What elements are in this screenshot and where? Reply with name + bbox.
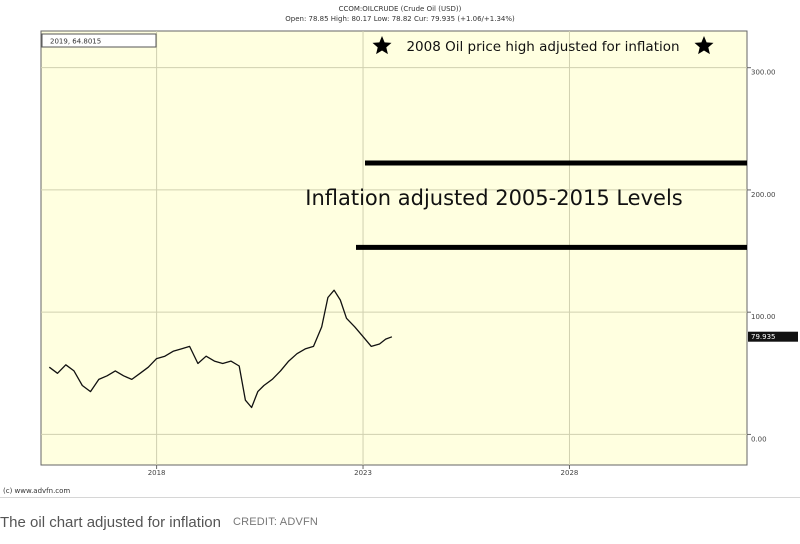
star-right-icon: [694, 36, 714, 55]
chart-figure: 300.00 200.00 100.00 0.00 2018 2023 2028 Inflat…: [0, 5, 800, 498]
x-tick-label: 2018: [148, 469, 166, 477]
caption-text: The oil chart adjusted for inflation: [0, 513, 221, 531]
y-tick-label: 200.00: [751, 191, 776, 199]
price-line: [48, 289, 393, 409]
caption-credit: CREDIT: ADVFN: [232, 516, 319, 528]
oil-price-chart: 300.00 200.00 100.00 0.00 2018 2023 2028 Inflat…: [3, 5, 798, 495]
caption-row: The oil chart adjusted for inflation CRE…: [0, 510, 800, 534]
current-price-tag: 79.935: [748, 331, 798, 342]
band-annotation: Inflation adjusted 2005-2015 Levels: [305, 186, 682, 210]
cursor-readout: 2019, 64.8015: [50, 38, 101, 46]
chart-quote-line: Open: 78.85 High: 80.17 Low: 78.82 Cur: …: [285, 15, 515, 23]
x-tick-label: 2028: [561, 469, 579, 477]
copyright-text: (c) www.advfn.com: [3, 487, 70, 495]
x-tick-label: 2023: [354, 469, 372, 477]
peak-annotation: 2008 Oil price high adjusted for inflati…: [406, 39, 679, 55]
current-price-label: 79.935: [751, 333, 776, 341]
cursor-readout-box: 2019, 64.8015: [41, 33, 157, 48]
y-tick-label: 300.00: [751, 69, 776, 77]
star-left-icon: [372, 36, 392, 55]
chart-symbol-title: CCOM:OILCRUDE (Crude Oil (USD)): [339, 5, 462, 13]
y-tick-label: 100.00: [751, 313, 776, 321]
y-tick-label: 0.00: [751, 435, 767, 443]
